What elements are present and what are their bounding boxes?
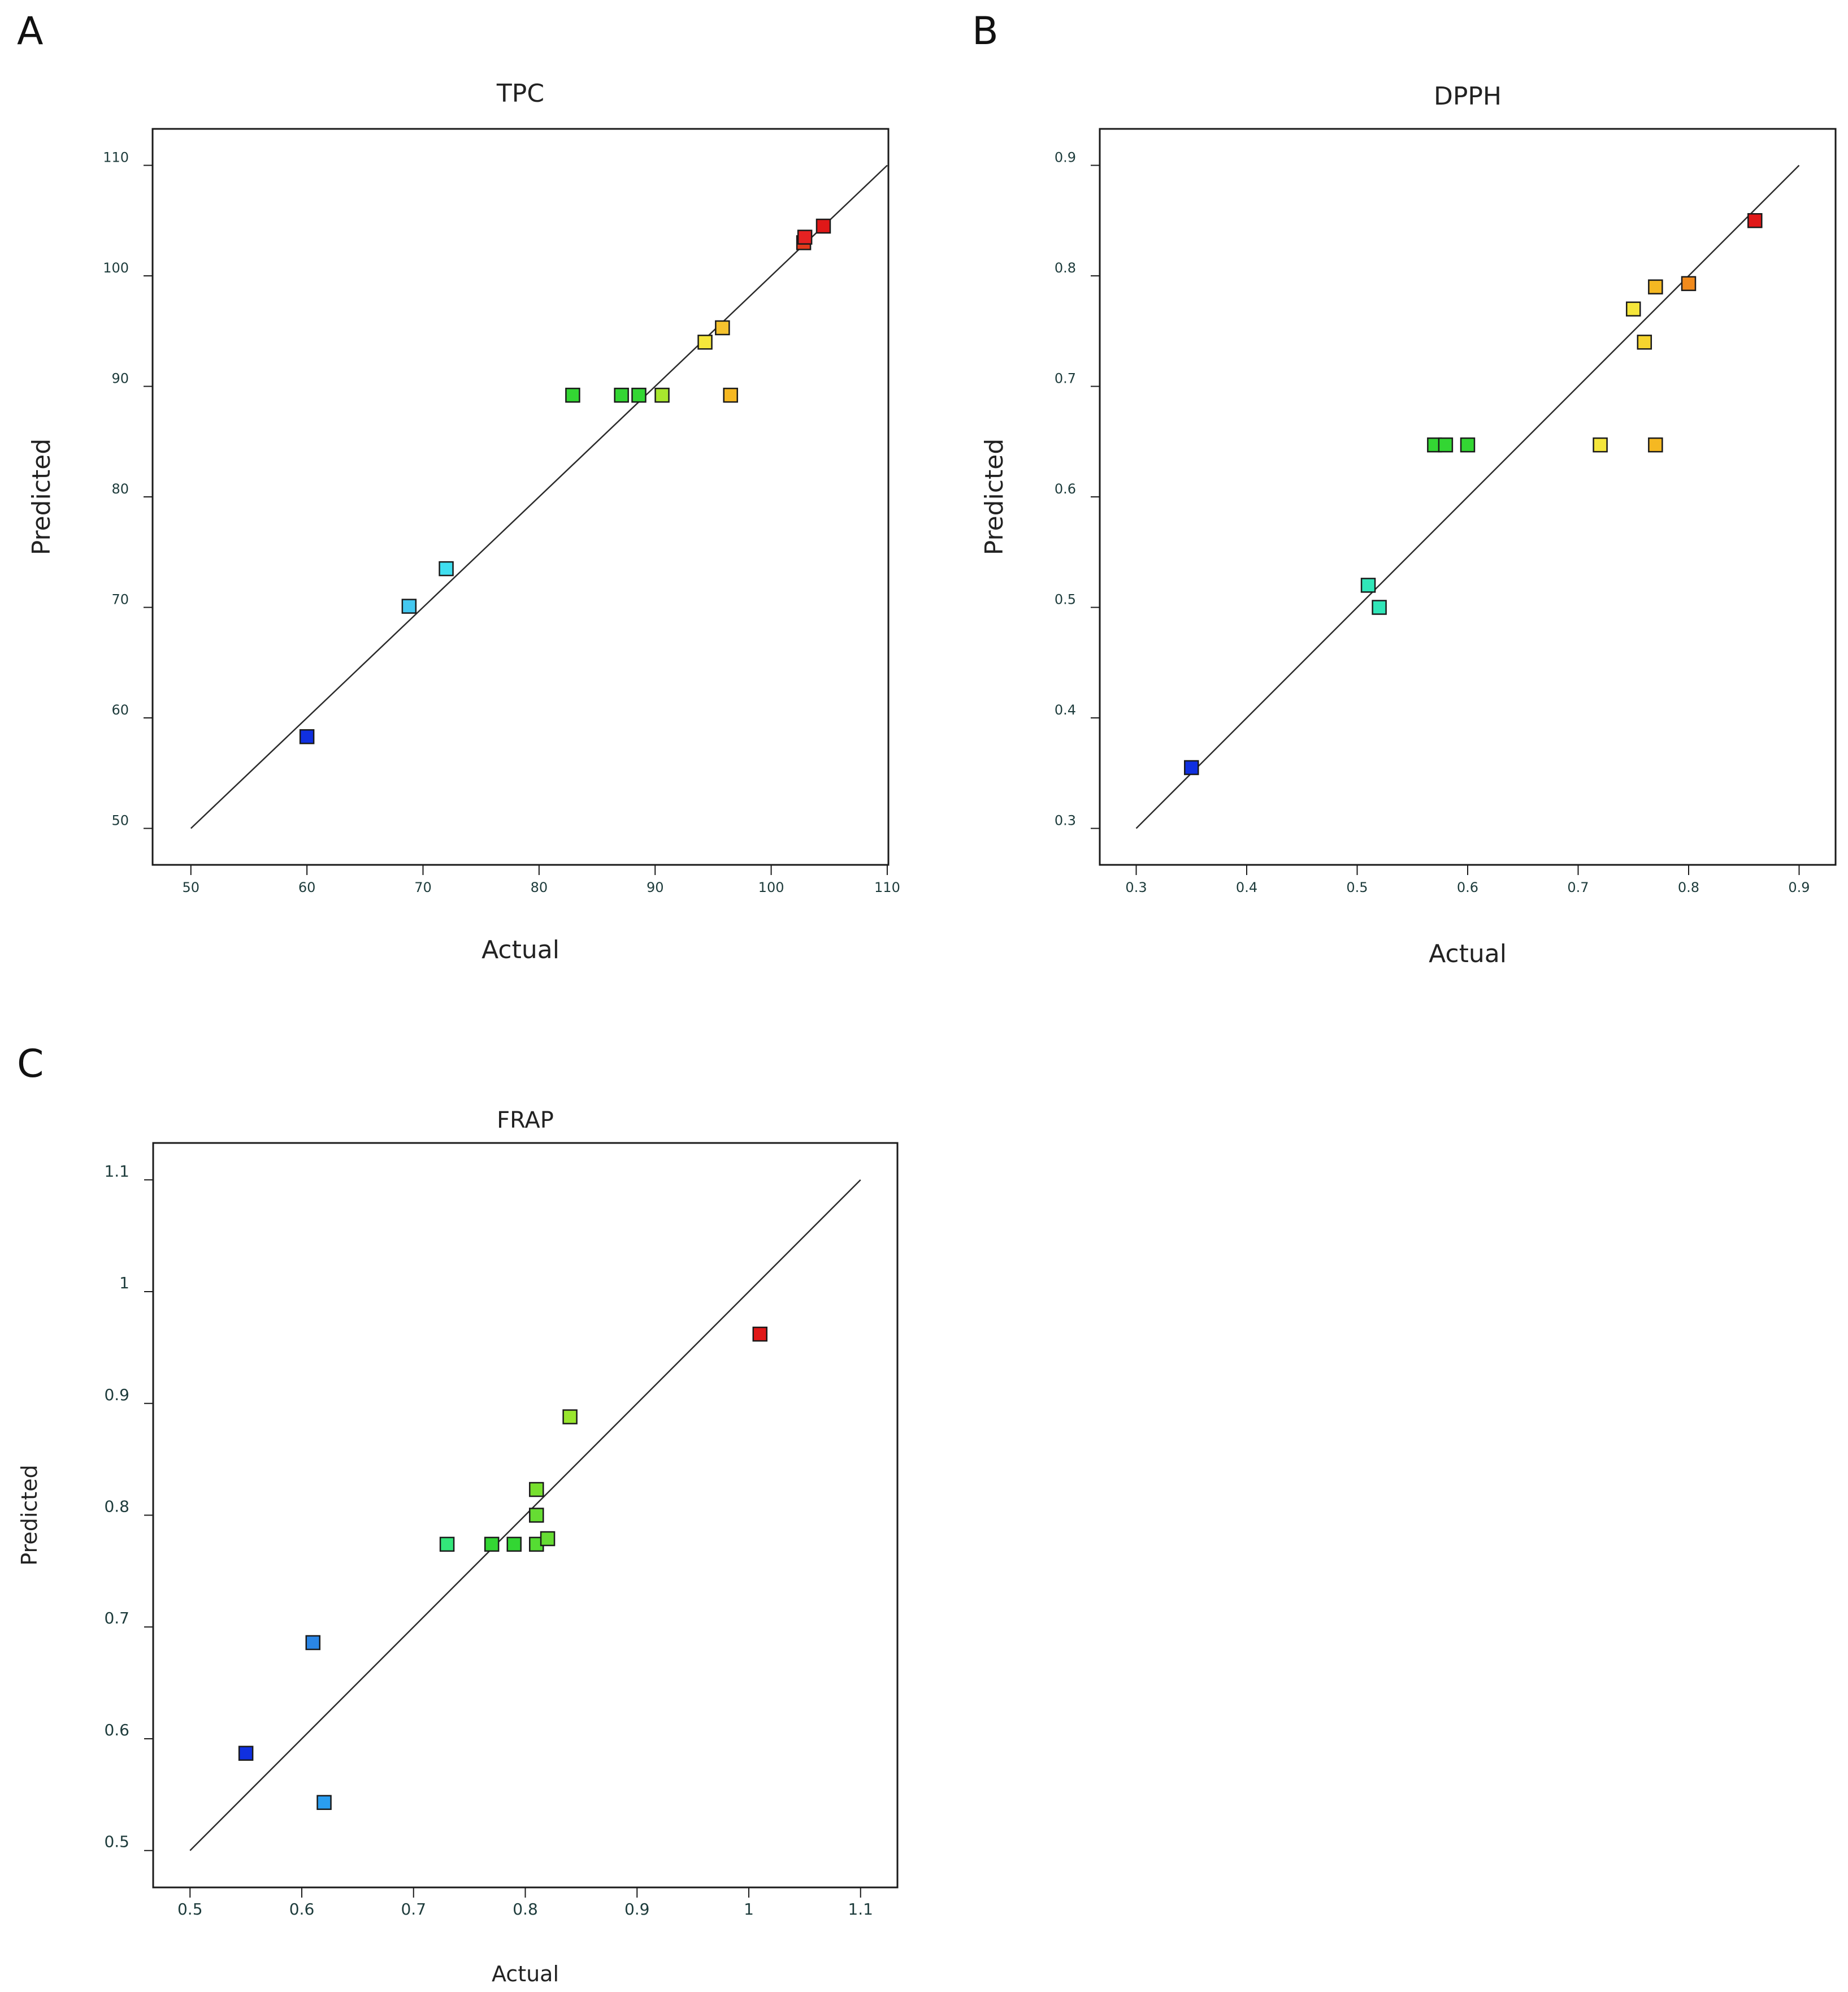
data-point [1593,437,1608,453]
x-tick-label: 1 [744,1900,754,1919]
data-point [565,387,580,403]
panel-letter: B [972,9,999,54]
data-point [697,335,713,350]
data-point [1460,437,1476,453]
y-tick-label: 90 [111,371,129,387]
reference-line [189,1179,861,1851]
chart-title: DPPH [1434,82,1502,111]
x-tick-label: 90 [647,880,664,895]
data-point [1360,578,1376,593]
chart-title: FRAP [497,1107,554,1133]
data-point [540,1531,556,1547]
data-point [752,1326,768,1342]
y-tick-label: 1.1 [104,1162,129,1180]
x-tick-label: 0.7 [1567,880,1589,895]
panel-b: B DPPH 0.3 0.4 0.5 0.6 0.7 0.8 0.9 0.3 0.4 0.5 0.6 0.… [972,9,1837,968]
panel-c: C FRAP 0.5 0.6 0.7 0.8 0.9 1 1.1 0.5 0.6 0.7 0.8 0.9 1… [17,1042,899,1986]
y-tick-label: 0.6 [1055,481,1076,497]
y-tick-label: 80 [111,481,129,497]
data-point [1625,301,1641,317]
x-tick-label: 0.9 [624,1900,650,1919]
x-tick-label: 0.9 [1788,880,1810,895]
y-tick-label: 0.6 [104,1721,129,1739]
data-point [797,229,813,245]
data-point [1372,600,1387,615]
data-point [305,1635,321,1651]
y-tick-label: 0.4 [1055,702,1076,718]
data-point [401,599,417,614]
data-point [715,320,730,336]
x-tick-label: 0.5 [177,1900,203,1919]
data-point [631,387,647,403]
x-axis-label: Actual [1429,939,1507,968]
chart-title: TPC [496,79,544,108]
x-axis-label: Actual [481,936,559,964]
data-point [815,218,831,234]
y-tick-label: 1 [119,1274,129,1292]
y-tick-label: 0.9 [1055,150,1076,166]
y-axis-label: Predicted [17,1465,42,1565]
data-point [1438,437,1454,453]
x-tick-label: 0.6 [289,1900,315,1919]
y-tick-label: 0.5 [104,1833,129,1851]
data-point [1184,760,1199,776]
x-tick-label: 60 [298,880,316,895]
y-tick-label: 50 [111,812,129,828]
x-tick-label: 0.3 [1125,880,1147,895]
y-tick-label: 0.8 [1055,260,1076,276]
data-point [1648,437,1663,453]
x-tick-label: 0.6 [1457,880,1478,895]
reference-line [1135,164,1800,829]
y-tick-label: 70 [111,591,129,607]
reference-line [190,164,888,829]
data-point [439,561,454,577]
y-tick-label: 110 [103,150,129,166]
x-axis-label: Actual [492,1961,559,1986]
x-tick-label: 0.5 [1346,880,1368,895]
data-point [439,1536,455,1552]
data-point [1681,276,1697,291]
y-axis-label: Predicted [980,439,1009,556]
data-point [614,387,629,403]
data-point [1637,335,1652,350]
y-tick-label: 0.7 [1055,371,1076,387]
y-tick-label: 0.8 [104,1497,129,1516]
x-tick-label: 0.7 [401,1900,426,1919]
x-tick-label: 1.1 [848,1900,873,1919]
x-tick-label: 50 [182,880,199,895]
data-point [529,1508,544,1523]
y-tick-label: 0.7 [104,1609,129,1627]
x-tick-label: 110 [874,880,900,895]
data-point [1648,279,1663,295]
data-point [484,1536,500,1552]
x-tick-label: 80 [531,880,548,895]
y-tick-label: 60 [111,702,129,718]
x-tick-label: 0.4 [1236,880,1257,895]
data-point [723,387,738,403]
plot-frame [151,128,890,866]
x-tick-label: 0.8 [513,1900,538,1919]
x-tick-label: 100 [758,880,784,895]
panel-letter: A [17,9,44,54]
data-point [506,1536,522,1552]
data-point [299,729,315,744]
y-tick-label: 0.3 [1055,812,1076,828]
y-axis-label: Predicted [27,439,56,556]
x-tick-label: 0.8 [1678,880,1699,895]
y-tick-label: 100 [103,260,129,276]
data-point [316,1795,332,1810]
y-tick-label: 0.5 [1055,591,1076,607]
y-tick-label: 0.9 [104,1385,129,1404]
x-tick-label: 70 [414,880,432,895]
data-point [529,1482,544,1497]
data-point [654,387,670,403]
data-point [562,1409,578,1424]
data-point [238,1746,254,1761]
panel-a: A TPC 50 60 70 80 90 100 110 50 60 70 80 90 100 110 Actu… [17,9,900,964]
data-point [1747,213,1763,228]
panel-letter: C [17,1042,44,1086]
